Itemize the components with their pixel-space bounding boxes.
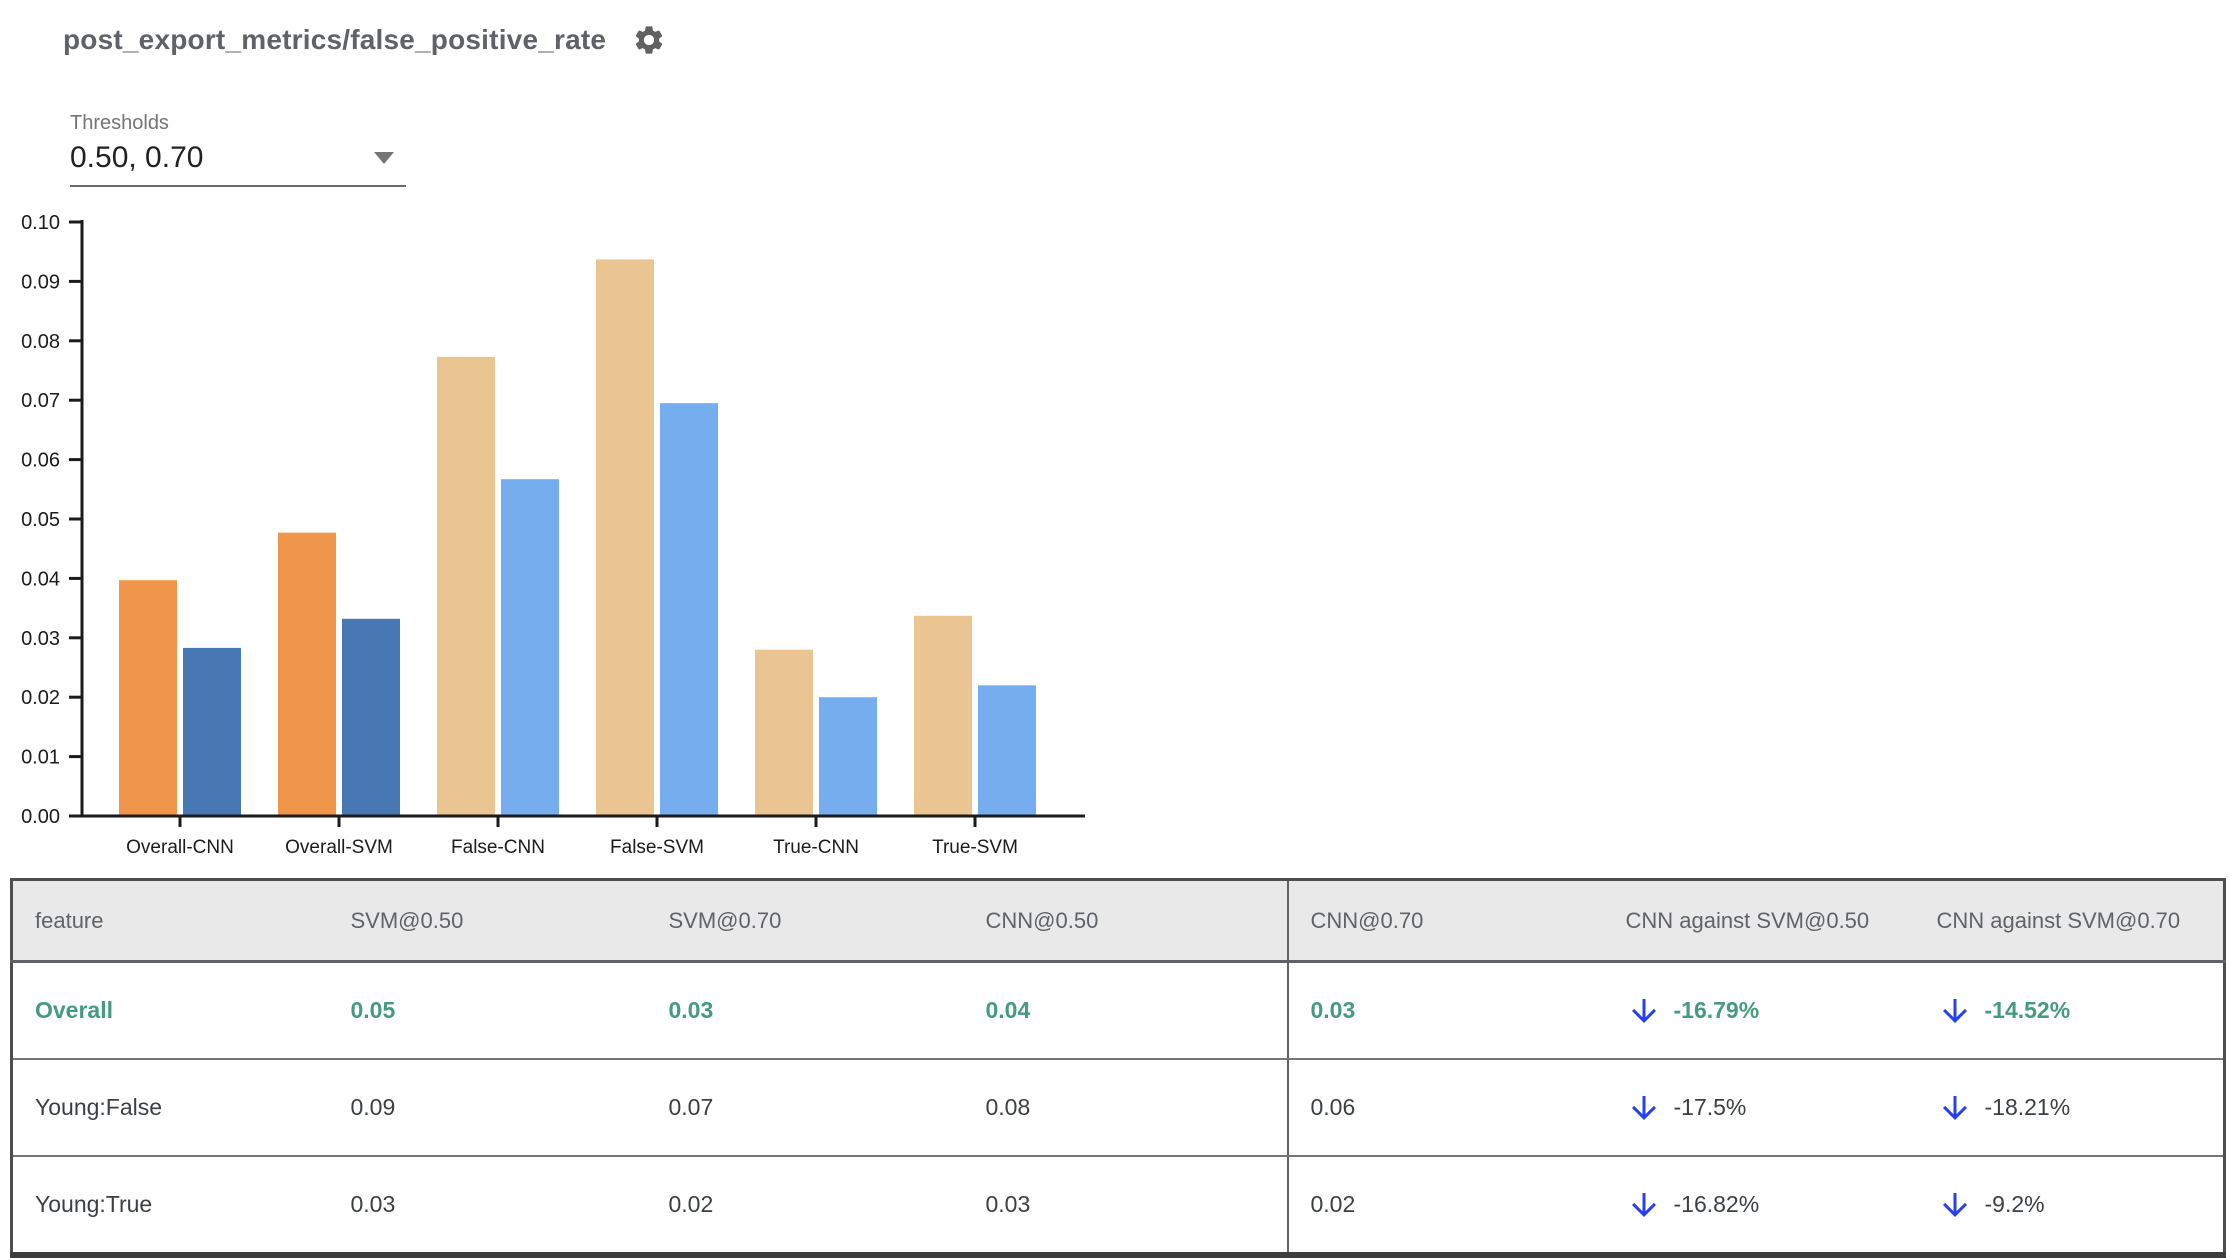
x-tick-label: Overall-SVM — [285, 837, 393, 858]
metric-value-cell: 0.02 — [1286, 1156, 1604, 1255]
metric-value-cell: 0.03 — [963, 1156, 1288, 1255]
page-title: post_export_metrics/false_positive_rate — [63, 24, 607, 55]
y-tick-label: 0.06 — [21, 450, 60, 472]
comparison-value: -17.5% — [1673, 1094, 1747, 1120]
comparison-value: -16.79% — [1673, 997, 1760, 1023]
column-header-svm-0-50: SVM@0.50 — [328, 879, 647, 963]
metrics-table-header: feature SVM@0.50 SVM@0.70 CNN@0.50 CNN@0.70 C… — [11, 879, 2225, 963]
comparison-value: -14.52% — [1984, 997, 2071, 1023]
metric-value-cell: 0.09 — [328, 1059, 647, 1157]
y-tick-label: 0.01 — [21, 747, 60, 769]
bar-False-CNN-threshold0.70 — [501, 479, 559, 816]
bar-False-SVM-threshold0.50 — [596, 259, 654, 816]
comparison-cell: -16.82% — [1603, 1156, 1915, 1255]
arrow-down-icon — [1937, 1090, 1973, 1126]
column-header-cnn-0-70: CNN@0.70 — [1286, 879, 1604, 963]
bar-Overall-CNN-threshold0.70 — [183, 647, 241, 816]
bars — [119, 259, 1036, 816]
feature-cell: Overall — [11, 961, 329, 1060]
metric-value-cell: 0.05 — [328, 961, 647, 1060]
comparison-cell: -18.21% — [1914, 1059, 2225, 1157]
feature-cell: Young:False — [11, 1059, 329, 1157]
metric-value-cell: 0.03 — [646, 961, 964, 1060]
arrow-down-icon — [1937, 993, 1973, 1029]
column-header-cnn-against-svm-0-50: CNN against SVM@0.50 — [1603, 879, 1915, 963]
y-tick-label: 0.03 — [21, 628, 60, 650]
comparison-cell: -14.52% — [1914, 961, 2225, 1060]
bar-True-CNN-threshold0.70 — [819, 697, 877, 816]
y-tick-label: 0.10 — [21, 212, 60, 234]
metric-value-cell: 0.08 — [963, 1059, 1288, 1157]
bar-False-SVM-threshold0.70 — [660, 403, 718, 816]
bar-False-CNN-threshold0.50 — [437, 356, 495, 816]
x-tick-label: True-SVM — [932, 837, 1018, 858]
metric-header: post_export_metrics/false_positive_rate — [63, 22, 668, 58]
table-row-overall: Overall 0.05 0.03 0.04 0.03 -16.79% -14.52% — [11, 961, 2225, 1060]
x-tick-label: True-CNN — [773, 837, 859, 858]
thresholds-value: 0.50, 0.70 — [70, 141, 204, 174]
bar-Overall-CNN-threshold0.50 — [119, 580, 177, 816]
thresholds-label: Thresholds — [70, 112, 169, 134]
table-row-young-true: Young:True 0.03 0.02 0.03 0.02 -16.82% -9.2% — [11, 1156, 2225, 1255]
y-tick-label: 0.04 — [21, 568, 60, 590]
y-tick-label: 0.08 — [21, 331, 60, 353]
x-axis: Overall-CNN Overall-SVM False-CNN False-SVM… — [80, 814, 1085, 858]
arrow-down-icon — [1937, 1187, 1973, 1223]
comparison-value: -9.2% — [1984, 1191, 2045, 1217]
chevron-down-icon — [374, 152, 394, 164]
settings-gear-icon[interactable] — [632, 22, 668, 58]
bar-True-SVM-threshold0.70 — [978, 685, 1036, 816]
y-tick-label: 0.07 — [21, 390, 60, 412]
arrow-down-icon — [1626, 993, 1662, 1029]
bar-True-CNN-threshold0.50 — [755, 649, 813, 816]
metric-value-cell: 0.07 — [646, 1059, 964, 1157]
metric-value-cell: 0.04 — [963, 961, 1288, 1060]
y-tick-label: 0.09 — [21, 271, 60, 293]
column-header-svm-0-70: SVM@0.70 — [646, 879, 964, 963]
column-header-feature: feature — [11, 879, 329, 963]
comparison-value: -18.21% — [1984, 1094, 2071, 1120]
bar-True-SVM-threshold0.50 — [914, 615, 972, 816]
thresholds-control: Thresholds 0.50, 0.70 — [70, 112, 406, 187]
comparison-cell: -9.2% — [1914, 1156, 2225, 1255]
column-header-cnn-against-svm-0-70: CNN against SVM@0.70 — [1914, 879, 2225, 963]
column-header-cnn-0-50: CNN@0.50 — [963, 879, 1288, 963]
thresholds-select[interactable]: 0.50, 0.70 — [70, 135, 406, 187]
comparison-value: -16.82% — [1673, 1191, 1760, 1217]
metric-value-cell: 0.02 — [646, 1156, 964, 1255]
comparison-cell: -16.79% — [1603, 961, 1915, 1060]
metric-value-cell: 0.03 — [1286, 961, 1604, 1060]
comparison-cell: -17.5% — [1603, 1059, 1915, 1157]
y-tick-label: 0.00 — [21, 806, 60, 828]
y-tick-label: 0.05 — [21, 509, 60, 531]
feature-cell: Young:True — [11, 1156, 329, 1255]
x-tick-label: False-SVM — [610, 837, 704, 858]
gear-icon — [635, 26, 663, 54]
y-axis: 0.00 0.01 0.02 0.03 0.04 0.05 0.06 0.07 0.08 0.09… — [21, 212, 84, 828]
metric-value-cell: 0.06 — [1286, 1059, 1604, 1157]
table-row-young-false: Young:False 0.09 0.07 0.08 0.06 -17.5% -18.21% — [11, 1059, 2225, 1157]
x-tick-label: False-CNN — [451, 837, 545, 858]
metrics-table: feature SVM@0.50 SVM@0.70 CNN@0.50 CNN@0.70 C… — [10, 878, 2226, 1258]
false-positive-rate-bar-chart: 0.00 0.01 0.02 0.03 0.04 0.05 0.06 0.07 0.08 0.09… — [21, 212, 1085, 858]
arrow-down-icon — [1626, 1187, 1662, 1223]
bar-Overall-SVM-threshold0.70 — [342, 618, 400, 816]
arrow-down-icon — [1626, 1090, 1662, 1126]
x-tick-label: Overall-CNN — [126, 837, 234, 858]
metric-value-cell: 0.03 — [328, 1156, 647, 1255]
bar-Overall-SVM-threshold0.50 — [278, 532, 336, 816]
y-tick-label: 0.02 — [21, 687, 60, 709]
